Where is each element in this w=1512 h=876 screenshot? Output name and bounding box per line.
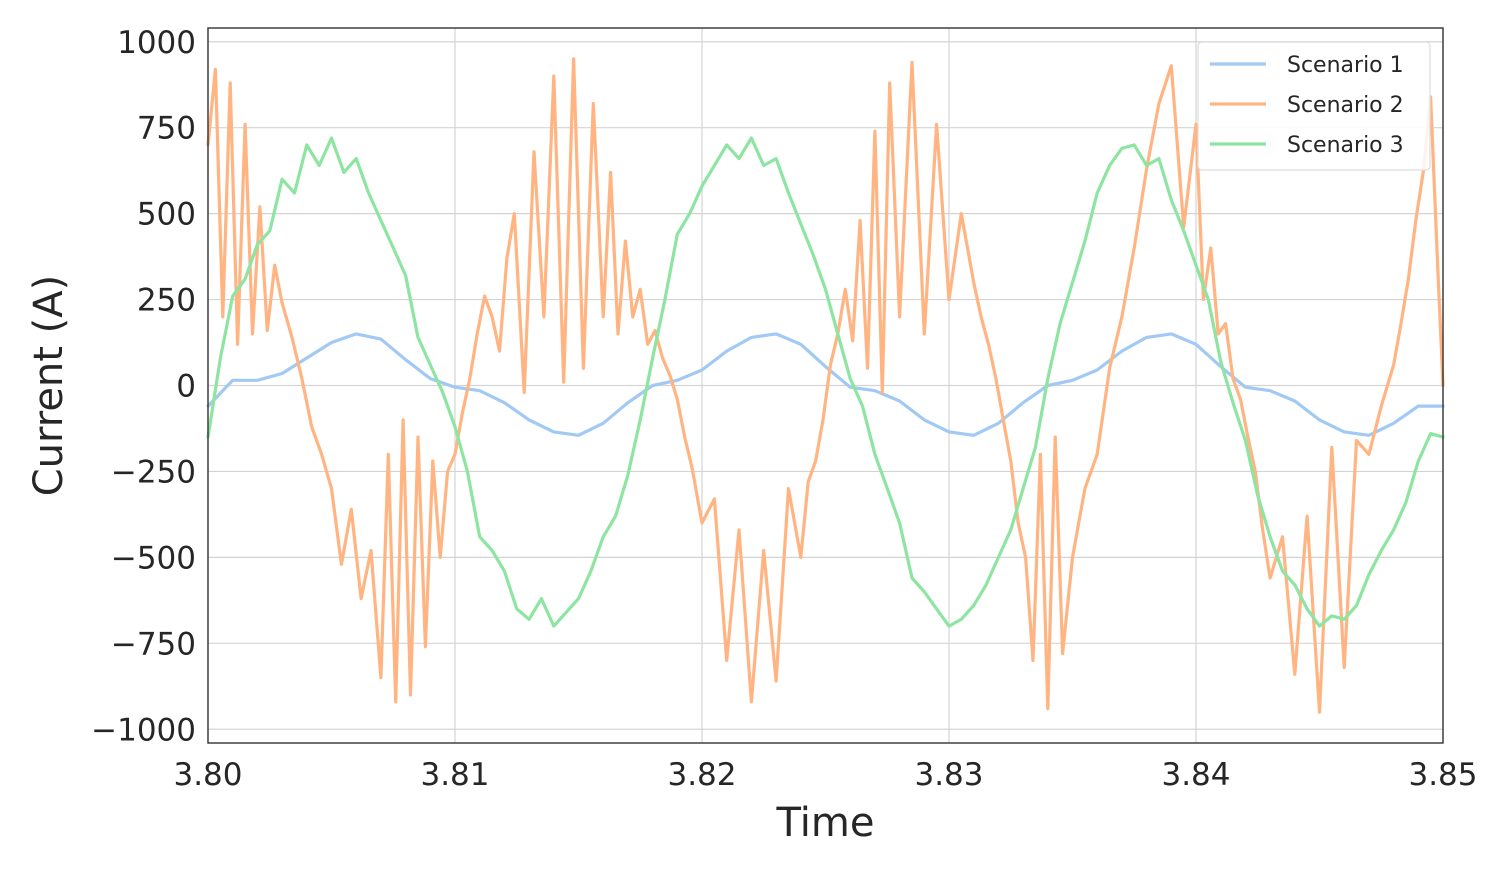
y-tick-label: 0 (176, 369, 196, 405)
x-axis: 3.80 3.81 3.82 3.83 3.84 3.85 (173, 757, 1477, 793)
series-line-scenario-2 (206, 57, 1445, 714)
y-tick-label: 500 (137, 197, 196, 233)
x-tick-label: 3.80 (173, 757, 242, 793)
x-axis-title: Time (776, 800, 875, 846)
y-tick-label: 250 (137, 283, 196, 319)
y-tick-label: 750 (137, 111, 196, 147)
x-tick-label: 3.83 (914, 757, 983, 793)
y-tick-label: −500 (111, 540, 196, 576)
legend: Scenario 1 Scenario 2 Scenario 3 (1197, 41, 1431, 171)
y-tick-label: 1000 (117, 25, 196, 61)
axes-frame (207, 27, 1444, 744)
y-axis-title: Current (A) (26, 275, 72, 497)
y-tick-label: −750 (111, 626, 196, 662)
x-tick-label: 3.84 (1161, 757, 1230, 793)
legend-box (1197, 41, 1431, 171)
series-line-scenario-3 (206, 136, 1445, 628)
legend-label: Scenario 3 (1287, 133, 1404, 158)
legend-label: Scenario 2 (1287, 93, 1404, 118)
plot-area (206, 57, 1445, 714)
x-tick-label: 3.82 (667, 757, 736, 793)
y-tick-label: −1000 (91, 712, 196, 748)
y-tick-label: −250 (111, 454, 196, 490)
y-axis: 1000 750 500 250 0 −250 −500 −750 −1000 (91, 25, 196, 749)
x-tick-label: 3.81 (420, 757, 489, 793)
legend-label: Scenario 1 (1287, 53, 1404, 78)
x-tick-label: 3.85 (1408, 757, 1477, 793)
series-line-scenario-1 (206, 332, 1445, 437)
